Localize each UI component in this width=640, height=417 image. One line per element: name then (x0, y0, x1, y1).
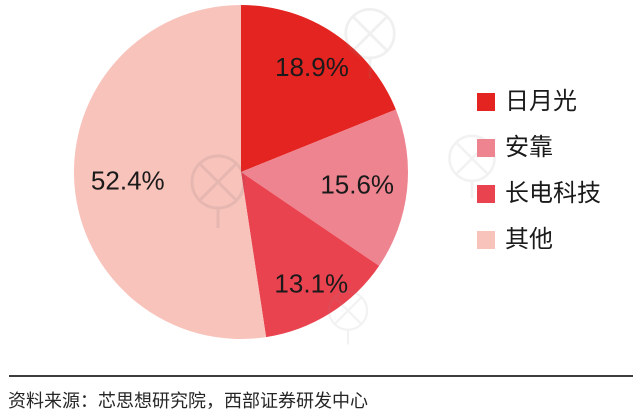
pie-slice-2 (241, 109, 408, 266)
slice-label-1: 18.9% (275, 52, 349, 82)
pie-chart: 18.9% 15.6% 13.1% 52.4% (73, 5, 408, 339)
pie-slice-3 (241, 172, 380, 338)
legend-swatch-4 (477, 231, 495, 249)
legend-swatch-3 (477, 185, 495, 203)
legend-label-3: 长电科技 (505, 180, 601, 207)
legend-item-3: 长电科技 (477, 181, 601, 207)
pie-slice-1 (241, 5, 396, 172)
legend-label-4: 其他 (505, 226, 553, 253)
pie-slice-4 (73, 5, 267, 339)
slice-label-3: 13.1% (274, 269, 348, 299)
source-text: 资料来源：芯思想研究院，西部证券研发中心 (8, 391, 368, 411)
legend-label-2: 安靠 (505, 134, 553, 161)
slice-label-2: 15.6% (320, 170, 394, 200)
chart-legend: 日月光 安靠 长电科技 其他 (477, 89, 601, 273)
legend-swatch-1 (477, 93, 495, 111)
legend-item-2: 安靠 (477, 135, 601, 161)
legend-item-1: 日月光 (477, 89, 601, 115)
legend-label-1: 日月光 (505, 88, 577, 115)
legend-swatch-2 (477, 139, 495, 157)
legend-item-4: 其他 (477, 227, 601, 253)
slice-label-4: 52.4% (91, 166, 165, 196)
source-divider-line (9, 375, 633, 377)
